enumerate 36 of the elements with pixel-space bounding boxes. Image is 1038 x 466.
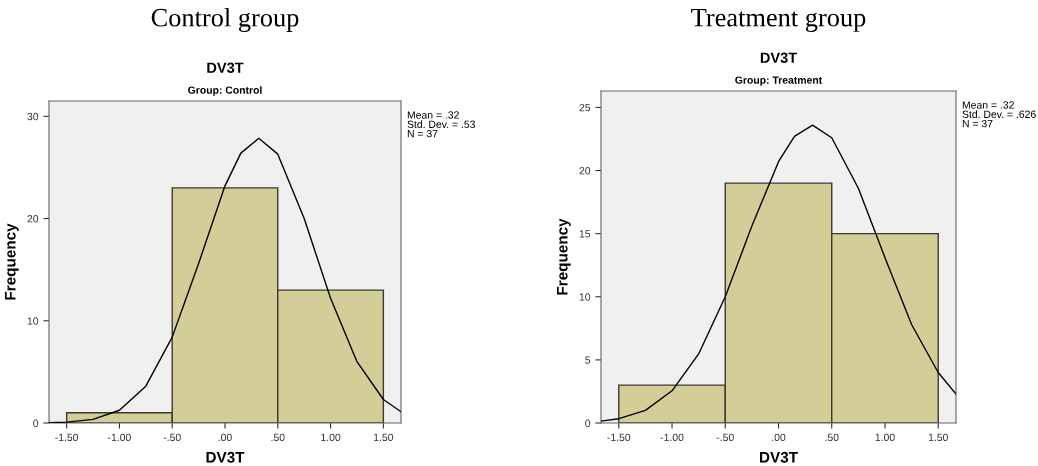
text: Group: Control bbox=[188, 86, 262, 96]
text: Group: Treatment bbox=[735, 76, 823, 86]
x-tick-label: 1.00 bbox=[321, 433, 341, 442]
x-tick-label: .50 bbox=[271, 433, 285, 442]
x-tick-label: 1.00 bbox=[875, 433, 895, 442]
y-tick-label: 10 bbox=[27, 317, 39, 325]
y-axis-title: Frequency bbox=[4, 223, 19, 300]
text: Mean = .32 Std. Dev. = .53 N = 37 bbox=[407, 111, 475, 138]
x-tick-label: 1.50 bbox=[374, 433, 394, 442]
y-tick-label: 0 bbox=[33, 419, 39, 427]
chart-subtitle: DV3T bbox=[760, 52, 797, 63]
y-tick-label: 0 bbox=[585, 419, 591, 427]
chart-title: Treatment group bbox=[691, 8, 866, 32]
y-tick-label: 25 bbox=[579, 103, 591, 112]
x-tick-label: -.50 bbox=[716, 433, 734, 442]
x-tick-label: .00 bbox=[772, 433, 786, 442]
x-tick-label: -1.50 bbox=[607, 433, 631, 442]
x-tick-label: .00 bbox=[218, 433, 232, 442]
x-tick-label: -1.00 bbox=[108, 433, 131, 442]
y-tick-label: 30 bbox=[27, 112, 39, 121]
x-tick-label: .50 bbox=[825, 433, 839, 442]
x-axis-title: DV3T bbox=[206, 451, 245, 463]
y-axis-title: Frequency bbox=[556, 218, 571, 295]
chart-title: Control group bbox=[151, 8, 299, 33]
x-tick-label: -1.00 bbox=[660, 433, 684, 442]
x-tick-label: -.50 bbox=[163, 433, 181, 442]
y-tick-label: 5 bbox=[585, 356, 591, 364]
x-axis-title: DV3T bbox=[760, 451, 798, 463]
y-tick-label: 15 bbox=[579, 230, 591, 238]
text: Mean = .32 Std. Dev. = .626 N = 37 bbox=[962, 101, 1036, 128]
x-tick-label: -1.50 bbox=[55, 433, 79, 442]
x-tick-label: 1.50 bbox=[928, 433, 948, 442]
y-tick-label: 10 bbox=[579, 293, 591, 301]
chart-subtitle: DV3T bbox=[207, 62, 244, 73]
y-tick-label: 20 bbox=[27, 215, 39, 223]
y-tick-label: 20 bbox=[579, 167, 591, 175]
